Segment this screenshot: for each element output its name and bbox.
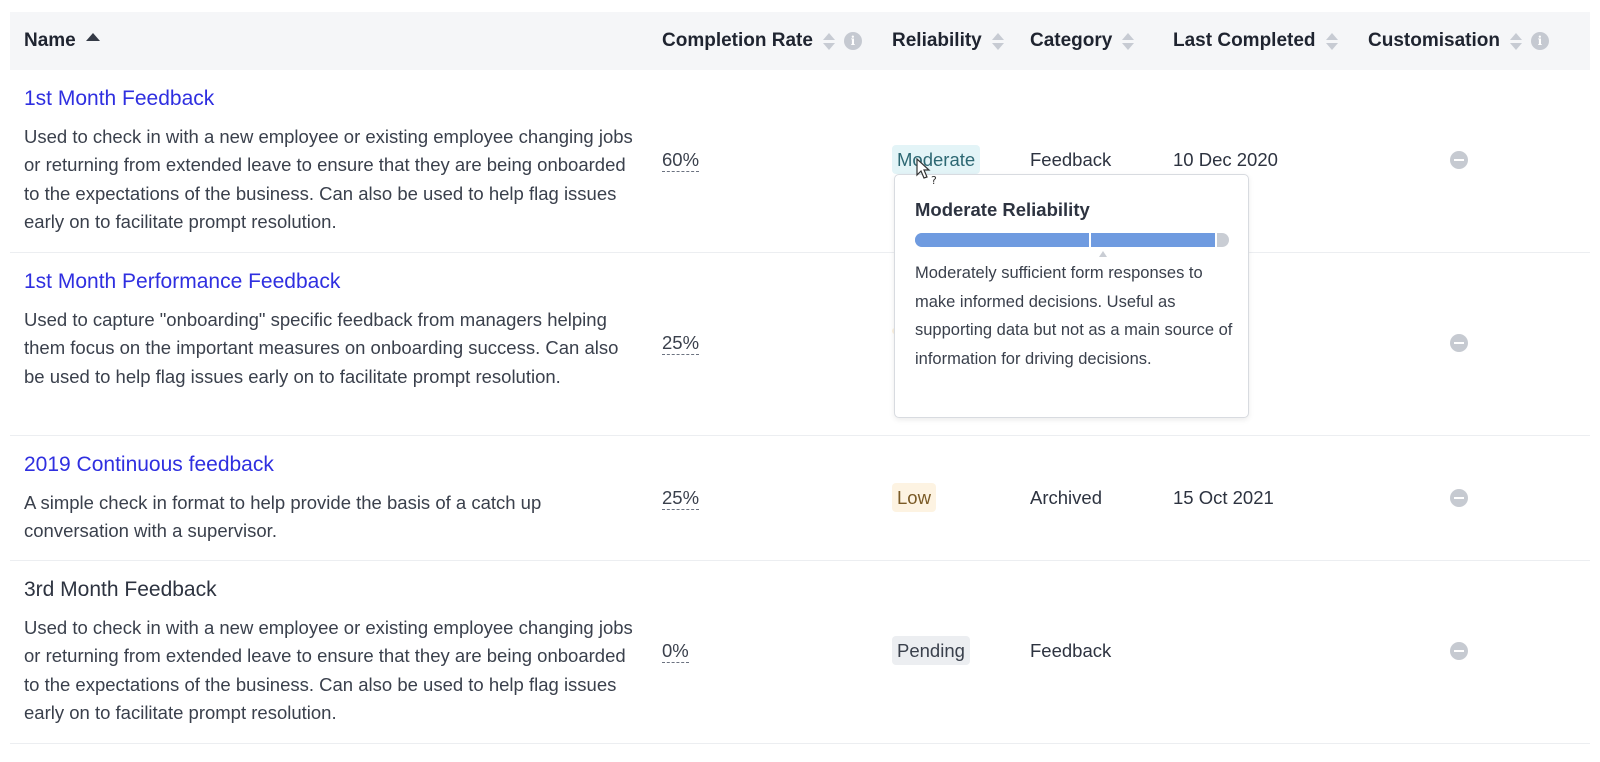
- help-cursor-icon: ?: [916, 158, 937, 186]
- completion-rate[interactable]: 25%: [662, 332, 700, 355]
- info-icon[interactable]: i: [843, 32, 862, 50]
- minus-circle-icon[interactable]: [1450, 151, 1468, 169]
- info-icon[interactable]: i: [1530, 32, 1549, 50]
- forms-table: Name Completion Rate i Reliability Categ…: [10, 12, 1590, 744]
- level-divider: [1215, 233, 1217, 247]
- tooltip-description: Moderately sufficient form responses to …: [915, 264, 1233, 368]
- reliability-level-fill: [915, 233, 1217, 247]
- completion-rate[interactable]: 0%: [662, 640, 689, 663]
- table-row: 1st Month Feedback Used to check in with…: [10, 70, 1590, 253]
- category: Feedback: [1030, 640, 1112, 661]
- minus-circle-icon[interactable]: [1450, 489, 1468, 507]
- column-header-category[interactable]: Category: [1030, 12, 1135, 70]
- table-row: 1st Month Performance Feedback Used to c…: [10, 253, 1590, 436]
- column-header-reliability[interactable]: Reliability: [892, 12, 1004, 70]
- category: Archived: [1030, 487, 1102, 508]
- form-name: 3rd Month Feedback: [24, 578, 217, 601]
- minus-circle-icon[interactable]: [1450, 334, 1468, 352]
- sort-ascending-icon[interactable]: [85, 33, 100, 41]
- tooltip-title: Moderate Reliability: [915, 199, 1090, 220]
- reliability-badge[interactable]: Pending: [892, 636, 970, 665]
- form-description: A simple check in format to help provide…: [24, 492, 542, 542]
- minus-circle-icon[interactable]: [1450, 642, 1468, 660]
- category: Feedback: [1030, 149, 1112, 170]
- table-header: Name Completion Rate i Reliability Categ…: [10, 12, 1590, 70]
- sort-icon[interactable]: [991, 32, 1004, 50]
- form-name-link[interactable]: 1st Month Feedback: [24, 87, 215, 110]
- form-description: Used to capture "onboarding" specific fe…: [24, 309, 619, 387]
- sort-icon[interactable]: [1509, 32, 1522, 50]
- column-header-customisation[interactable]: Customisation i: [1368, 12, 1549, 70]
- form-name-link[interactable]: 1st Month Performance Feedback: [24, 270, 341, 293]
- sort-icon[interactable]: [1122, 32, 1135, 50]
- reliability-tooltip: Moderate Reliability Moderately sufficie…: [894, 174, 1249, 418]
- table-row: 3rd Month Feedback Used to check in with…: [10, 561, 1590, 744]
- svg-text:?: ?: [931, 174, 937, 186]
- last-completed: 10 Dec 2020: [1173, 149, 1278, 170]
- form-description: Used to check in with a new employee or …: [24, 126, 633, 233]
- reliability-level-bar: [915, 233, 1229, 247]
- level-marker-icon: [1099, 251, 1107, 257]
- last-completed: 15 Oct 2021: [1173, 487, 1274, 508]
- completion-rate[interactable]: 25%: [662, 487, 700, 510]
- column-header-completion-rate[interactable]: Completion Rate i: [662, 12, 862, 70]
- completion-rate[interactable]: 60%: [662, 149, 700, 172]
- reliability-badge[interactable]: Low: [892, 483, 936, 512]
- form-name-link[interactable]: 2019 Continuous feedback: [24, 453, 274, 476]
- column-header-last-completed[interactable]: Last Completed: [1173, 12, 1338, 70]
- sort-icon[interactable]: [822, 32, 835, 50]
- sort-icon[interactable]: [1325, 32, 1338, 50]
- level-divider: [1089, 233, 1091, 247]
- table-row: 2019 Continuous feedback A simple check …: [10, 436, 1590, 561]
- column-header-name[interactable]: Name: [24, 12, 100, 70]
- form-description: Used to check in with a new employee or …: [24, 617, 633, 724]
